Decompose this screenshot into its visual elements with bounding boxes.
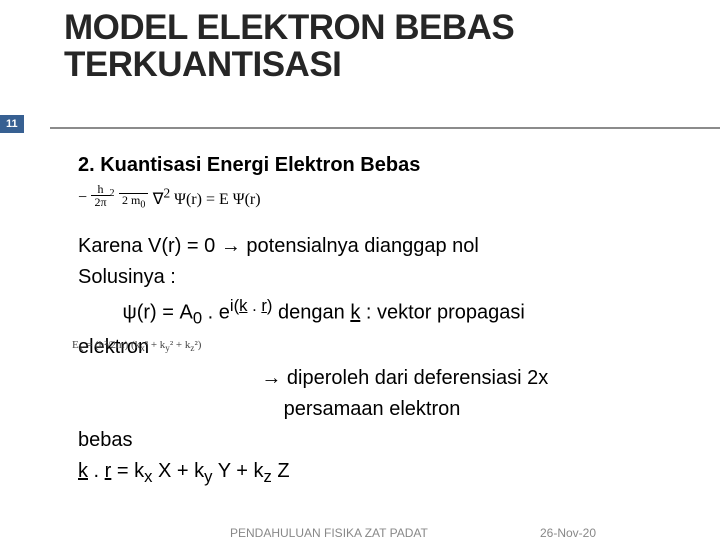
para-solution-label: Solusinya : [78,264,690,291]
eq-frac-hbar: h 2π [91,183,109,208]
para-bebas: bebas [78,427,690,454]
footer-course-name: PENDAHULUAN FISIKA ZAT PADAT [230,526,428,540]
section-heading: 2. Kuantisasi Energi Elektron Bebas [78,152,690,179]
para-derive-2: persamaan elektron [78,396,690,423]
title-line2: TERKUANTISASI [64,45,341,84]
para-elektron-line: elektron Ek = (ħ²/2m) (kx² + ky² + kz²) [78,334,690,361]
inline-energy-equation: Ek = (ħ²/2m) (kx² + ky² + kz²) [72,338,201,355]
eq-tail: ∇2 Ψ(r) = E Ψ(r) [153,191,261,208]
eq-sup2: 2 [110,188,115,199]
slide-body: 2. Kuantisasi Energi Elektron Bebas − h … [78,152,690,489]
page-number: 11 [6,118,18,130]
page-number-badge: 11 [0,115,24,133]
spacer [78,211,690,229]
para-wavefunction: ψ(r) = A0 . ei(k . r) dengan k : vektor … [78,295,690,330]
para-derive-1: → diperoleh dari deferensiasi 2x [78,365,690,392]
footer-date: 26-Nov-20 [540,526,596,540]
slide-title-area: MODEL ELEKTRON BEBAS TERKUANTISASI [0,0,720,84]
para-k-dot-r: k . r = kx X + ky Y + kz Z [78,458,690,489]
schrodinger-equation: − h 2π 2 2 m0 ∇2 Ψ(r) = E Ψ(r) [78,185,690,211]
title-line1: MODEL ELEKTRON BEBAS [64,8,514,47]
slide-title: MODEL ELEKTRON BEBAS TERKUANTISASI [64,10,720,84]
title-underline-rule [50,127,720,129]
eq-frac-mass: 2 m0 [119,186,148,210]
para-potential-zero: Karena V(r) = 0 → potensialnya dianggap … [78,233,690,260]
eq-minus: − [78,189,87,206]
